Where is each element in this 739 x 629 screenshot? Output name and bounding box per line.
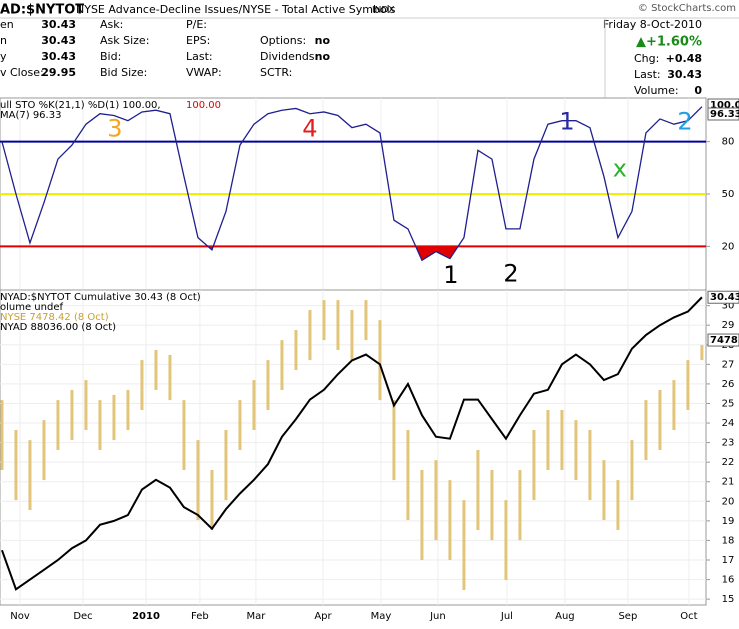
series-line <box>1 296 703 591</box>
y-tick-label: 20 <box>722 496 735 507</box>
quote-label: Chg: <box>634 52 659 65</box>
panel-label: MA(7) 96.33 <box>0 110 61 121</box>
panel-frame <box>0 289 707 606</box>
x-tick-label: Nov <box>10 611 30 622</box>
y-tick-label: 27 <box>722 359 735 370</box>
symbol: AD:$NYTOT <box>0 3 84 18</box>
x-tick-label: Apr <box>314 611 332 622</box>
quote-value: 0 <box>694 84 702 97</box>
x-tick-label: Mar <box>246 611 266 622</box>
y-tick-label: 23 <box>722 438 735 449</box>
annotation: 2 <box>503 259 518 287</box>
quote-cell: 30.43 <box>41 34 76 47</box>
quote-cell: Ask Size: <box>100 34 149 47</box>
series-line <box>1 106 703 262</box>
quote-cell: VWAP: <box>186 66 222 79</box>
quote-value: 30.43 <box>667 68 702 81</box>
quote-cell: Dividends: <box>260 50 318 63</box>
y-tick-label: 15 <box>722 594 735 605</box>
quote-cell: Options: <box>260 34 306 47</box>
quote-cell: Bid: <box>100 50 121 63</box>
quote-cell: n <box>0 34 7 47</box>
y-tick-label: 29 <box>722 320 735 331</box>
annotation: 4 <box>302 114 317 142</box>
description: NYSE Advance-Decline Issues/NYSE - Total… <box>76 3 396 16</box>
panel-label: NYAD 88036.00 (8 Oct) <box>0 322 116 333</box>
y-tick-label: 19 <box>722 516 735 527</box>
y-tick-label: 25 <box>722 398 735 409</box>
panel-label: 100.00 <box>186 100 221 111</box>
quote-cell: no <box>315 34 331 47</box>
quote-label: Volume: <box>634 84 679 97</box>
quote-cell: v Close: <box>0 66 44 79</box>
x-tick-label: Aug <box>555 611 575 622</box>
x-tick-label: Jun <box>429 611 446 622</box>
quote-cell: no <box>315 50 331 63</box>
y-tick-label: 26 <box>722 379 735 390</box>
annotation: 2 <box>677 107 692 135</box>
quote-cell: 30.43 <box>41 50 76 63</box>
y-tick-label: 20 <box>722 241 735 252</box>
quote-cell: EPS: <box>186 34 210 47</box>
x-tick-label: 2010 <box>132 611 160 622</box>
date: Friday 8-Oct-2010 <box>603 18 702 31</box>
last-value-label: 30.43 <box>710 292 739 303</box>
last-value-box <box>707 290 739 304</box>
x-tick-label: May <box>371 611 392 622</box>
annotation: x <box>613 155 627 183</box>
y-tick-label: 50 <box>722 189 735 200</box>
quote-cell: Last: <box>186 50 213 63</box>
y-tick-label: 18 <box>722 535 735 546</box>
y-tick-label: 21 <box>722 477 735 488</box>
credit: © StockCharts.com <box>638 3 736 14</box>
quote-cell: 30.43 <box>41 18 76 31</box>
y-tick-label: 17 <box>722 555 735 566</box>
quote-value: +0.48 <box>666 52 702 65</box>
quote-cell: y <box>0 50 7 63</box>
panel-label: NYSE 7478.42 (8 Oct) <box>0 312 109 323</box>
exchange: INDX <box>372 6 394 16</box>
panel-label: NYAD:$NYTOT Cumulative 30.43 (8 Oct) <box>0 292 201 303</box>
x-tick-label: Oct <box>680 611 697 622</box>
quote-cell: Bid Size: <box>100 66 147 79</box>
quote-cell: SCTR: <box>260 66 292 79</box>
last-value-label: 7478. <box>710 335 739 346</box>
y-tick-label: 80 <box>722 137 735 148</box>
panel-label: ull STO %K(21,1) %D(1) 100.00, <box>0 100 161 111</box>
y-tick-label: 24 <box>722 418 735 429</box>
x-tick-label: Feb <box>191 611 209 622</box>
last-value-label: 100.0 <box>710 100 739 111</box>
last-value-box <box>707 107 739 121</box>
quote-cell: Ask: <box>100 18 123 31</box>
quote-cell: P/E: <box>186 18 207 31</box>
last-value-label: 96.33 <box>710 109 739 120</box>
quote-label: Last: <box>634 68 661 81</box>
y-tick-label: 30 <box>722 301 735 312</box>
y-tick-label: 22 <box>722 457 735 468</box>
annotation: 1 <box>443 261 458 289</box>
quote-cell: 29.95 <box>41 66 76 79</box>
change-pct: ▲+1.60% <box>636 35 702 50</box>
quote-cell: en <box>0 18 14 31</box>
panel-label: olume undef <box>0 302 63 313</box>
y-tick-label: 16 <box>722 575 735 586</box>
annotation: 3 <box>107 114 122 142</box>
x-tick-label: Sep <box>618 611 637 622</box>
last-value-box <box>707 333 739 347</box>
x-tick-label: Dec <box>73 611 92 622</box>
annotation: 1 <box>559 107 574 135</box>
x-tick-label: Jul <box>500 611 513 622</box>
